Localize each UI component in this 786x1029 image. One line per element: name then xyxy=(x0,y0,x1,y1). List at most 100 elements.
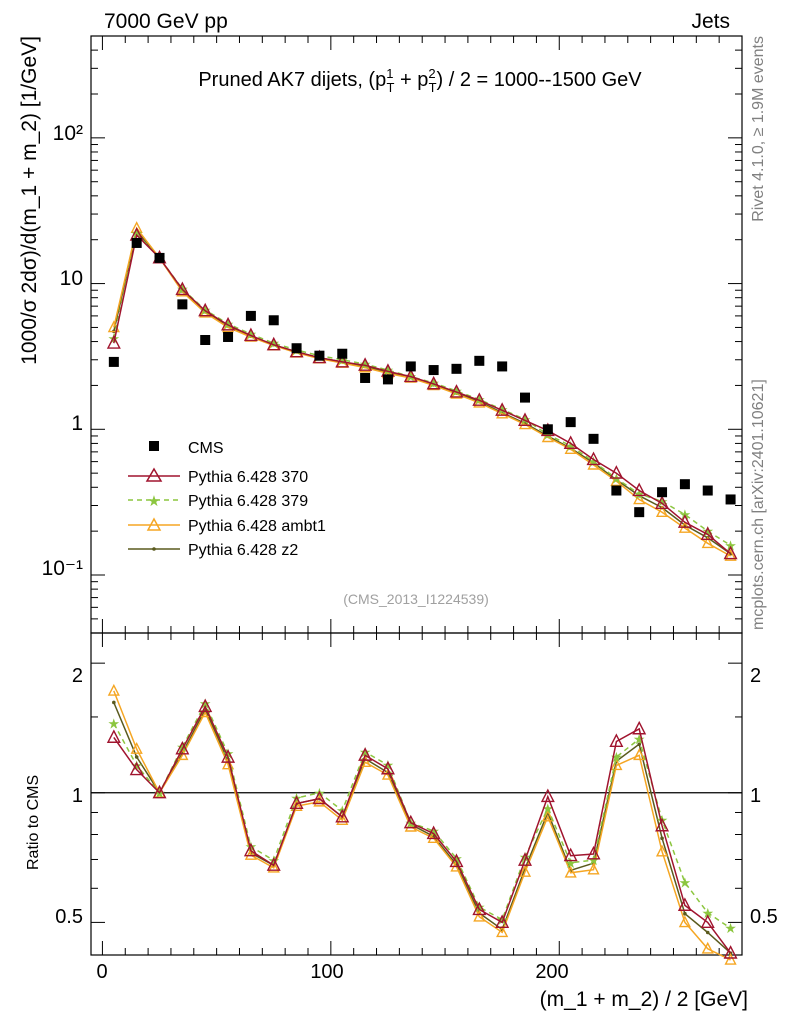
pythia-6.428-ambt1-ratio-point xyxy=(610,758,623,771)
pythia-6.428-370-point xyxy=(586,451,601,466)
pythia-6.428-ambt1-ratio-point xyxy=(267,860,280,873)
pythia-6.428-370-ratio-point xyxy=(723,945,738,959)
cms-point xyxy=(588,433,599,444)
pythia-6.428-379-point: ★ xyxy=(222,316,235,332)
pythia-6.428-370-ratio-point xyxy=(655,817,670,832)
watermark: (CMS_2013_I1224539) xyxy=(343,591,489,607)
pythia-6.428-370-ratio-point xyxy=(540,788,555,803)
pythia-6.428-370-ratio-point xyxy=(221,749,236,763)
pythia-6.428-370-point xyxy=(243,327,258,342)
pythia-6.428-ambt1-point xyxy=(541,430,554,443)
pythia-6.428-ambt1-ratio-point xyxy=(290,799,303,812)
pythia-6.428-370-ratio-point xyxy=(700,914,715,928)
pythia-6.428-370-point xyxy=(677,514,692,528)
pythia-6.428-370-point xyxy=(175,281,190,296)
pythia-6.428-370-ratio-point xyxy=(289,795,304,810)
pythia-6.428-z2-ratio-point xyxy=(660,836,664,841)
pythia-6.428-370-ratio-point xyxy=(106,729,121,743)
cms-point xyxy=(611,485,622,496)
pythia-6.428-370-ratio-point xyxy=(495,914,510,928)
pythia-6.428-370-point xyxy=(723,545,738,560)
pythia-6.428-ambt1-point xyxy=(610,474,623,487)
pythia-6.428-z2-ratio-point xyxy=(134,755,139,759)
pythia-6.428-370-point xyxy=(472,392,487,406)
pythia-6.428-ambt1-line xyxy=(113,226,731,557)
cms-point xyxy=(565,417,576,428)
pythia-6.428-370-ratio-point xyxy=(312,790,327,805)
pythia-6.428-370-point xyxy=(266,336,281,351)
pythia-6.428-ambt1-point xyxy=(518,417,532,430)
pythia-6.428-370-ratio-point xyxy=(403,814,418,829)
pythia-6.428-ambt1-ratio-point xyxy=(404,819,417,832)
pythia-6.428-ambt1-ratio-point xyxy=(518,864,532,877)
pythia-6.428-370-ratio-point xyxy=(426,825,441,840)
legend-z2-marker xyxy=(152,547,156,551)
pythia-6.428-379-ratio-point: ★ xyxy=(610,749,623,765)
pythia-6.428-370-ratio-point xyxy=(175,740,190,755)
pythia-6.428-379-point: ★ xyxy=(245,326,258,342)
cms-point xyxy=(245,310,256,321)
cms-point xyxy=(268,315,279,326)
pythia-6.428-ambt1-point xyxy=(130,221,143,233)
pythia-6.428-370-point xyxy=(632,482,647,497)
pythia-6.428-ambt1-point xyxy=(496,406,509,419)
pythia-6.428-z2-ratio-point xyxy=(112,700,116,705)
pythia-6.428-379-ratio-point: ★ xyxy=(427,823,440,839)
pythia-6.428-379-point: ★ xyxy=(450,383,463,399)
pythia-6.428-370-point xyxy=(495,402,510,416)
pythia-6.428-ambt1-ratio-point xyxy=(633,748,646,761)
ytick-label-10: 10 xyxy=(60,267,83,290)
x-axis-label: (m_1 + m_2) / 2 [GeV] xyxy=(540,988,748,1011)
pythia-6.428-ambt1-ratio-point xyxy=(473,909,486,922)
cms-point xyxy=(177,299,188,310)
pythia-6.428-z2-ratio-point xyxy=(705,930,710,935)
pythia-6.428-370-line xyxy=(113,233,732,555)
series-layer: ★★★★★★★★★★★★★★★★★★★★★★★★★★★★ xyxy=(106,221,738,561)
pythia-6.428-370-ratio-point xyxy=(632,720,647,735)
cms-point xyxy=(405,361,416,372)
pythia-6.428-370-point xyxy=(358,357,373,371)
legend: CMS Pythia 6.428 370 ★ Pythia 6.428 379 … xyxy=(128,440,326,559)
cms-point xyxy=(542,424,553,435)
pythia-6.428-379-ratio-point: ★ xyxy=(701,905,714,921)
pythia-6.428-370-ratio-point xyxy=(518,852,532,866)
axis-ticks xyxy=(91,35,743,955)
pythia-6.428-379-point: ★ xyxy=(496,401,509,417)
pythia-6.428-370-ratio-point xyxy=(380,760,395,775)
pythia-6.428-379-point: ★ xyxy=(382,362,395,378)
legend-379-marker: ★ xyxy=(147,493,160,510)
cms-point xyxy=(200,334,211,345)
legend-ambt1-marker xyxy=(146,517,162,531)
pythia-6.428-379-point: ★ xyxy=(724,537,737,553)
pythia-6.428-ambt1-ratio-point xyxy=(701,941,714,954)
legend-label-370: Pythia 6.428 370 xyxy=(188,469,308,486)
pythia-6.428-370-point xyxy=(403,368,418,383)
ratio-ytick-label-0.5: 0.5 xyxy=(55,906,83,928)
pythia-6.428-370-ratio-point xyxy=(449,853,464,868)
pythia-6.428-379-ratio-line xyxy=(113,702,732,929)
cms-point xyxy=(337,348,348,359)
pythia-6.428-370-ratio-point xyxy=(266,857,281,871)
cms-point xyxy=(360,372,371,383)
pythia-6.428-ambt1-point xyxy=(701,536,714,549)
cms-point xyxy=(428,365,439,376)
pythia-6.428-379-ratio-point: ★ xyxy=(587,852,600,868)
pythia-6.428-370-ratio-point xyxy=(243,842,258,857)
pythia-6.428-370-ratio-point xyxy=(335,808,350,823)
cms-point xyxy=(382,374,393,385)
pythia-6.428-370-point xyxy=(106,335,121,349)
pythia-6.428-370-point xyxy=(449,384,464,398)
pythia-6.428-ambt1-ratio-line xyxy=(113,690,731,961)
pythia-6.428-370-ratio-point xyxy=(198,698,213,713)
cms-point xyxy=(223,331,234,342)
header-left: 7000 GeV pp xyxy=(104,10,228,33)
pythia-6.428-370-ratio-point xyxy=(563,847,578,862)
cms-point xyxy=(154,252,165,263)
pythia-6.428-ambt1-ratio-point xyxy=(221,757,235,770)
main-title-prefix: Pruned AK7 dijets, (p xyxy=(198,69,386,91)
pythia-6.428-379-ratio-point: ★ xyxy=(108,716,121,732)
pythia-6.428-ambt1-ratio-point xyxy=(587,862,600,875)
main-title: Pruned AK7 dijets, (p1 T + p2 T) / 2 = 100… xyxy=(198,66,642,95)
cms-point xyxy=(497,361,508,372)
